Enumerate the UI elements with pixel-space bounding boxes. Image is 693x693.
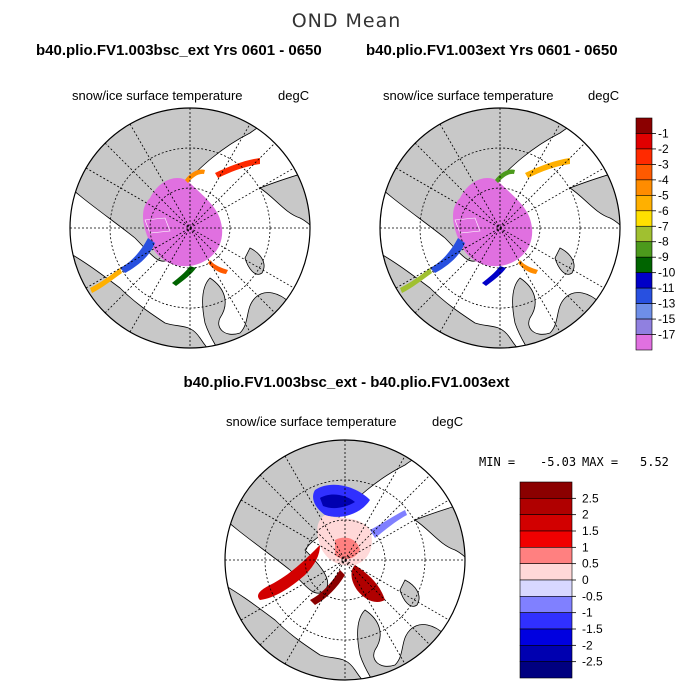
colorbar1-swatch <box>635 318 653 335</box>
panel3-title: b40.plio.FV1.003bsc_ext - b40.plio.FV1.0… <box>183 374 510 391</box>
colorbar1-swatch <box>635 179 653 196</box>
colorbar1-swatch <box>635 256 653 273</box>
colorbar1-swatch <box>635 148 653 165</box>
colorbar1-tick-label: -15 <box>658 312 676 326</box>
colorbar1-tick-label: -7 <box>658 219 669 233</box>
panel2-map <box>379 107 621 349</box>
colorbar2-swatch <box>519 514 573 532</box>
colorbar1-swatch <box>635 287 653 304</box>
colorbar1-tick-label: -4 <box>658 173 669 187</box>
panel2-title: b40.plio.FV1.003ext Yrs 0601 - 0650 <box>366 42 618 59</box>
colorbar1-tick-label: -17 <box>658 328 676 342</box>
panel1-map <box>69 107 311 349</box>
colorbar2-tick-label: 2.5 <box>582 491 599 505</box>
colorbar1-tick-label: -10 <box>658 266 676 280</box>
colorbar1-tick-label: -11 <box>658 281 675 295</box>
colorbar2-tick-label: -1.5 <box>582 622 603 636</box>
colorbar2-swatch <box>519 563 573 581</box>
colorbar2-tick-label: -1 <box>582 606 593 620</box>
colorbar1-tick-label: -2 <box>658 142 669 156</box>
colorbar1-tick-label: -3 <box>658 157 669 171</box>
colorbar1-swatch <box>635 164 653 181</box>
min-label: MIN = <box>479 455 516 469</box>
colorbar2-swatch <box>519 596 573 613</box>
max-label: MAX = <box>582 455 619 469</box>
colorbar2-swatch <box>519 579 573 597</box>
colorbar1-tick-label: -6 <box>658 204 669 218</box>
min-value: -5.03 <box>540 455 577 469</box>
colorbar2-tick-label: -0.5 <box>582 589 603 603</box>
colorbar2-swatch <box>519 645 573 662</box>
panel2-units-label: degC <box>588 88 620 103</box>
colorbar1-swatch <box>635 241 653 258</box>
panel1-units-label: degC <box>278 88 310 103</box>
colorbar2-tick-label: -2 <box>582 638 593 652</box>
panel3-variable-label: snow/ice surface temperature <box>226 414 397 429</box>
colorbar2-swatch <box>519 481 573 499</box>
colorbar2-tick-label: 1.5 <box>582 524 599 538</box>
colorbar2-tick-label: 2 <box>582 508 589 522</box>
colorbar1-swatch <box>635 210 653 227</box>
panel1-title: b40.plio.FV1.003bsc_ext Yrs 0601 - 0650 <box>36 42 322 59</box>
colorbar2-tick-label: 0.5 <box>582 557 599 571</box>
colorbar-difference: 2.5 2 1.5 1 0.5 0 -0.5 -1 -1.5 -2 -2.5 <box>519 481 603 679</box>
colorbar-panels-1-2: -1 -2-3 -4-5 -6-7 -8-9 -10-11 -13-15 -17 <box>635 117 676 351</box>
figure-title: OND Mean <box>291 10 402 32</box>
colorbar1-swatch <box>635 334 653 351</box>
colorbar1-swatch <box>635 133 653 150</box>
max-value: 5.52 <box>640 455 669 469</box>
colorbar1-swatch <box>635 117 653 134</box>
colorbar2-swatch <box>519 612 573 630</box>
colorbar1-swatch <box>635 272 653 289</box>
colorbar1-tick-label: -13 <box>658 297 676 311</box>
colorbar2-swatch <box>519 547 573 564</box>
colorbar1-swatch <box>635 195 653 212</box>
panel3-units-label: degC <box>432 414 464 429</box>
colorbar2-tick-label: 1 <box>582 540 589 554</box>
colorbar1-swatch <box>635 303 653 320</box>
colorbar2-swatch <box>519 530 573 548</box>
colorbar1-tick-label: -9 <box>658 250 669 264</box>
colorbar2-tick-label: -2.5 <box>582 655 603 669</box>
colorbar1-tick-label: -1 <box>658 126 669 140</box>
colorbar1-tick-label: -5 <box>658 188 669 202</box>
colorbar2-swatch <box>519 661 573 679</box>
colorbar2-tick-label: 0 <box>582 573 589 587</box>
colorbar1-tick-label: -8 <box>658 235 669 249</box>
colorbar1-swatch <box>635 225 653 243</box>
panel1-variable-label: snow/ice surface temperature <box>72 88 243 103</box>
panel2-variable-label: snow/ice surface temperature <box>383 88 554 103</box>
panel3-map <box>224 439 466 681</box>
colorbar2-swatch <box>519 628 573 646</box>
colorbar2-swatch <box>519 498 573 515</box>
